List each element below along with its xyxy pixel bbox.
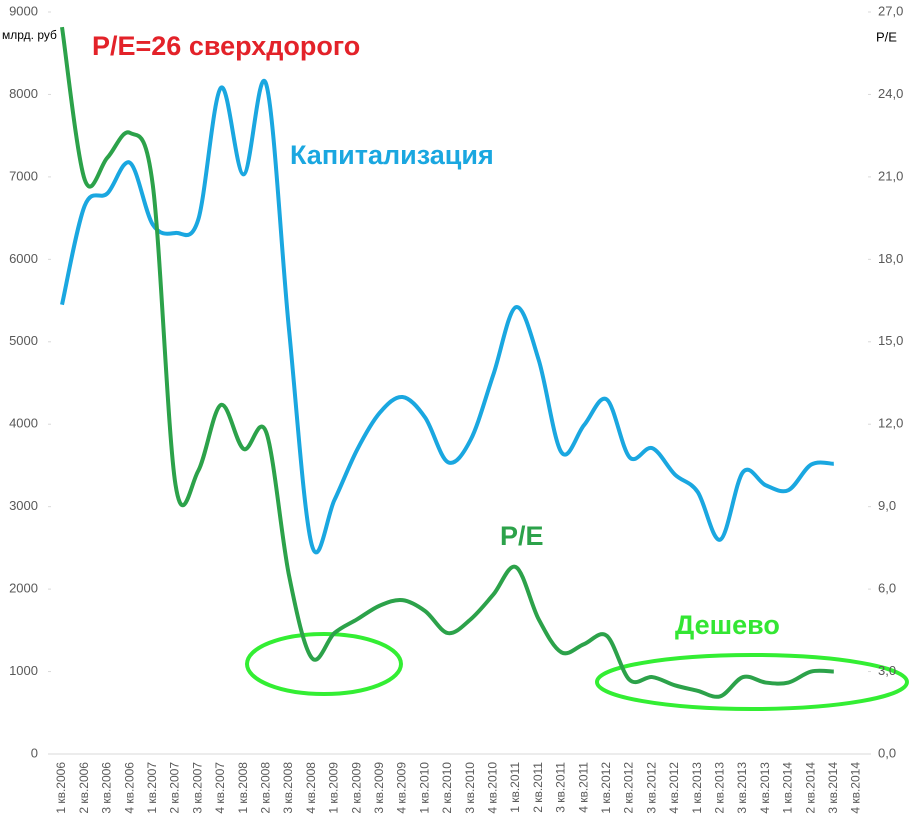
x-tick-label: 3 кв.2008 xyxy=(281,762,295,814)
x-tick-label: 2 кв.2008 xyxy=(258,762,272,814)
x-tick-label: 1 кв.2012 xyxy=(599,762,613,814)
y-tick-label: 1000 xyxy=(9,663,38,678)
y-tick-label: 3000 xyxy=(9,498,38,513)
x-tick-label: 2 кв.2013 xyxy=(712,762,726,814)
x-tick-label: 4 кв.2012 xyxy=(667,762,681,814)
x-tick-label: 1 кв.2006 xyxy=(54,762,68,814)
x-tick-label: 4 кв.2010 xyxy=(485,762,499,814)
x-tick-label: 1 кв.2011 xyxy=(508,762,522,813)
x-tick-label: 2 кв.2009 xyxy=(349,762,363,814)
y-tick-label: 2000 xyxy=(9,581,38,596)
annotation: P/E=26 сверхдорого xyxy=(92,31,360,61)
x-tick-label: 4 кв.2011 xyxy=(576,762,590,813)
x-tick-label: 1 кв.2007 xyxy=(145,762,159,814)
x-tick-label: 1 кв.2013 xyxy=(690,762,704,814)
y-axis-label: млрд. руб xyxy=(2,28,57,42)
y2-tick-label: 0,0 xyxy=(878,745,896,760)
y2-axis-label: P/E xyxy=(876,29,897,44)
y-tick-label: 8000 xyxy=(9,86,38,101)
x-tick-label: 2 кв.2014 xyxy=(803,762,817,814)
series-label: Капитализация xyxy=(290,140,494,170)
x-tick-label: 1 кв.2009 xyxy=(327,762,341,814)
series-line xyxy=(60,26,834,699)
x-tick-label: 4 кв.2008 xyxy=(304,762,318,814)
highlight-ellipse xyxy=(595,653,909,711)
y-tick-label: 4000 xyxy=(9,416,38,431)
x-tick-label: 3 кв.2012 xyxy=(644,762,658,814)
x-tick-label: 3 кв.2014 xyxy=(826,762,840,814)
y2-tick-label: 21,0 xyxy=(878,168,903,183)
x-tick-label: 4 кв.2014 xyxy=(849,762,863,814)
y-tick-label: 7000 xyxy=(9,168,38,183)
x-tick-label: 3 кв.2011 xyxy=(554,762,568,813)
series-line xyxy=(60,78,834,555)
x-tick-label: 1 кв.2008 xyxy=(236,762,250,814)
highlight-ellipse xyxy=(245,632,403,696)
y-tick-label: 5000 xyxy=(9,333,38,348)
x-tick-label: 3 кв.2007 xyxy=(190,762,204,814)
y2-tick-label: 24,0 xyxy=(878,86,903,101)
y2-tick-label: 15,0 xyxy=(878,333,903,348)
x-tick-label: 2 кв.2010 xyxy=(440,762,454,814)
x-tick-label: 4 кв.2007 xyxy=(213,762,227,814)
x-tick-label: 3 кв.2009 xyxy=(372,762,386,814)
y-tick-label: 0 xyxy=(31,745,38,760)
y2-tick-label: 6,0 xyxy=(878,581,896,596)
y-tick-label: 6000 xyxy=(9,251,38,266)
x-tick-label: 4 кв.2009 xyxy=(395,762,409,814)
x-tick-label: 1 кв.2010 xyxy=(417,762,431,814)
x-tick-label: 4 кв.2006 xyxy=(122,762,136,814)
y2-tick-label: 18,0 xyxy=(878,251,903,266)
y2-tick-label: 12,0 xyxy=(878,416,903,431)
annotation: Дешево xyxy=(675,610,780,640)
y2-tick-label: 3,0 xyxy=(878,663,896,678)
x-tick-label: 3 кв.2006 xyxy=(100,762,114,814)
series-label: P/E xyxy=(500,521,544,551)
x-tick-label: 1 кв.2014 xyxy=(781,762,795,814)
y2-tick-label: 27,0 xyxy=(878,3,903,18)
y2-tick-label: 9,0 xyxy=(878,498,896,513)
x-tick-label: 4 кв.2013 xyxy=(758,762,772,814)
x-tick-label: 2 кв.2007 xyxy=(168,762,182,814)
y-tick-label: 9000 xyxy=(9,3,38,18)
x-tick-label: 3 кв.2010 xyxy=(463,762,477,814)
x-tick-label: 2 кв.2012 xyxy=(622,762,636,814)
x-tick-label: 2 кв.2006 xyxy=(77,762,91,814)
x-tick-label: 2 кв.2011 xyxy=(531,762,545,813)
x-tick-label: 3 кв.2013 xyxy=(735,762,749,814)
